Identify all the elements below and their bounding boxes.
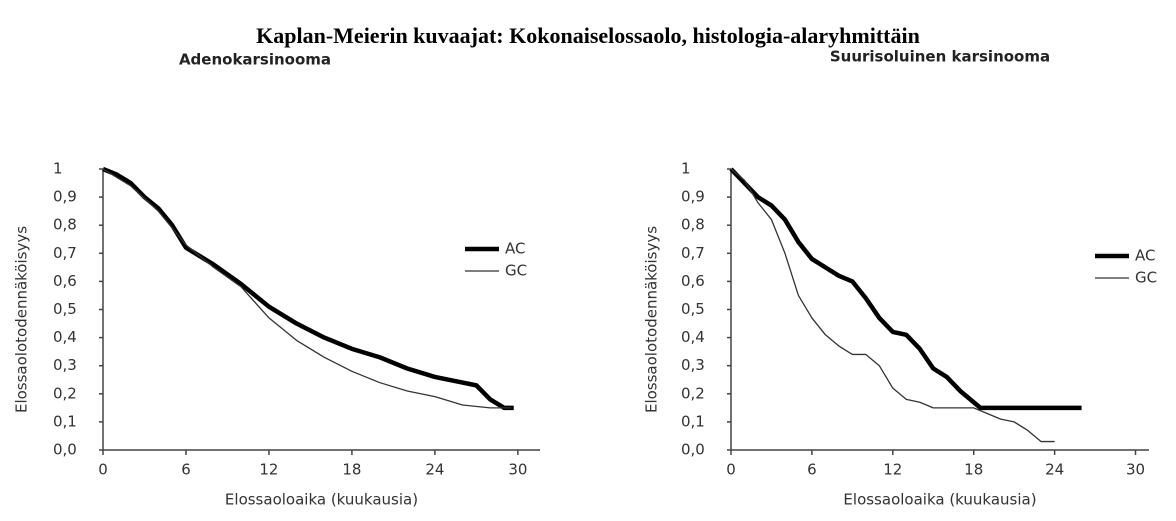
x-axis-label: Elossaoloaika (kuukausia) [225,491,418,509]
legend-label: AC [505,240,525,258]
legend-label: AC [1135,247,1155,265]
y-tick-label: 0,3 [681,356,705,374]
y-tick-label: 1 [53,160,63,178]
y-tick-label: 0,1 [53,412,77,430]
y-tick-label: 0,5 [681,300,705,318]
y-tick-label: 0,9 [681,188,705,206]
page-title: Kaplan-Meierin kuvaajat: Kokonaiselossao… [256,23,920,48]
x-tick-label: 6 [807,461,817,479]
y-tick-label: 0,8 [681,216,705,234]
x-tick-label: 18 [964,461,983,479]
y-tick-label: 1 [681,160,691,178]
x-tick-label: 24 [1045,461,1064,479]
y-tick-label: 0,0 [53,441,77,459]
x-tick-label: 6 [181,461,191,479]
y-tick-label: 0,3 [53,356,77,374]
y-tick-label: 0,0 [681,441,705,459]
y-tick-label: 0,9 [53,188,77,206]
y-axis-label: Elossaolotodennäköisyys [13,226,31,413]
y-tick-label: 0,6 [53,272,77,290]
x-tick-label: 0 [726,461,736,479]
y-tick-label: 0,2 [53,384,77,402]
x-tick-label: 30 [508,461,527,479]
y-tick-label: 0,6 [681,272,705,290]
x-tick-label: 30 [1126,461,1145,479]
legend-label: GC [505,262,527,280]
survival-curve [102,168,511,409]
chart-title: Suurisoluinen karsinooma [830,48,1050,66]
y-axis-label: Elossaolotodennäköisyys [643,226,661,413]
y-tick-label: 0,1 [681,412,705,430]
chart-title: Adenokarsinooma [179,51,331,69]
x-tick-label: 18 [342,461,361,479]
y-tick-label: 0,4 [681,328,705,346]
y-tick-label: 0,7 [53,244,77,262]
x-axis-label: Elossaoloaika (kuukausia) [843,491,1036,509]
y-tick-label: 0,7 [681,244,705,262]
x-tick-label: 24 [425,461,444,479]
y-tick-label: 0,5 [53,300,77,318]
survival-curve [730,168,1055,443]
x-tick-label: 0 [98,461,108,479]
legend-label: GC [1135,269,1157,287]
y-tick-label: 0,4 [53,328,77,346]
x-tick-label: 12 [883,461,902,479]
x-tick-label: 12 [259,461,278,479]
y-tick-label: 0,8 [53,216,77,234]
survival-curve [729,167,1082,411]
survival-curve [102,166,514,411]
y-tick-label: 0,2 [681,384,705,402]
